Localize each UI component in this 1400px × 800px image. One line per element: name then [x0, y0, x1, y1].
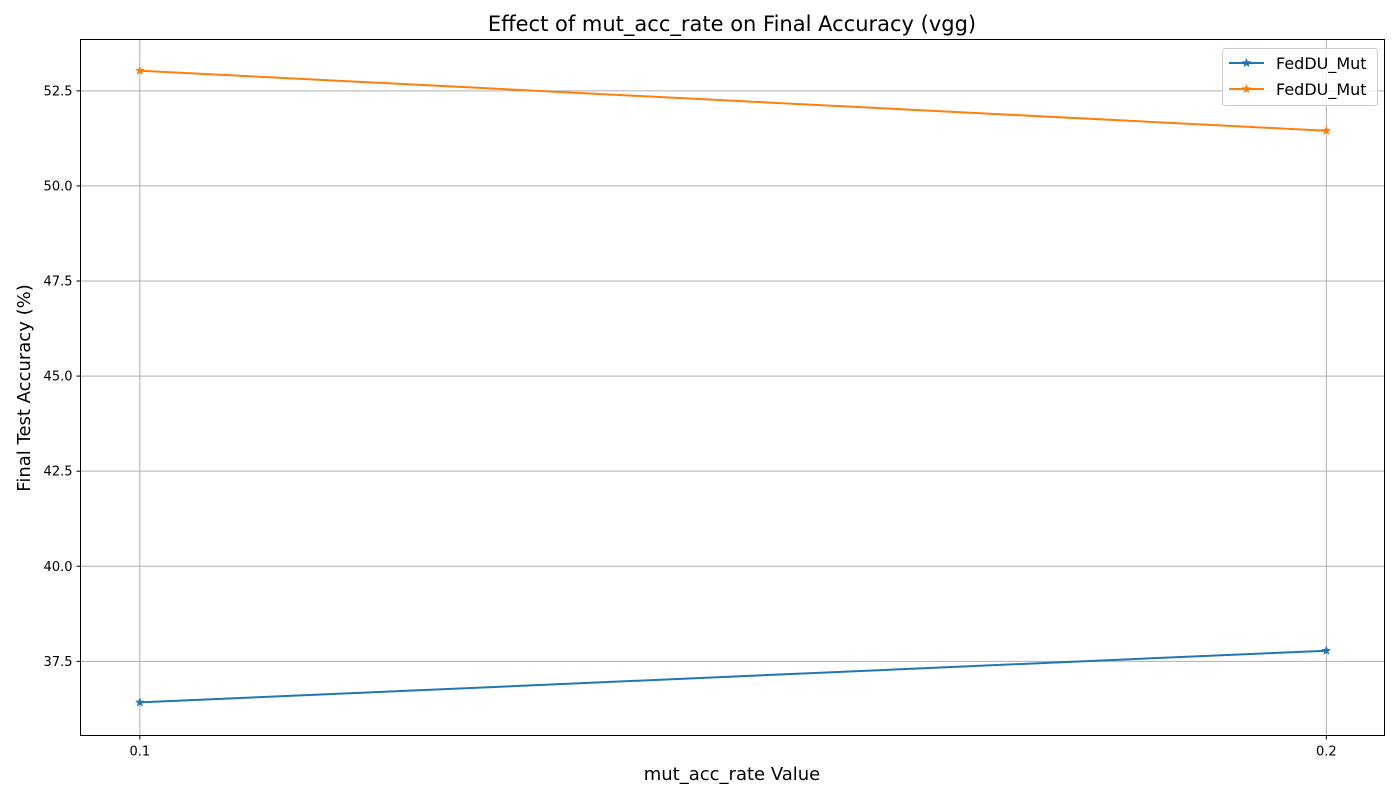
y-tick-label: 45.0 — [44, 370, 73, 385]
y-tick-label: 50.0 — [44, 179, 73, 194]
y-tick-label: 47.5 — [44, 275, 73, 290]
legend-label-2: FedDU_Mut — [1276, 80, 1367, 100]
series-layer — [134, 65, 1332, 707]
legend-entry-1: FedDU_Mut — [1229, 54, 1367, 74]
y-tick-label: 40.0 — [44, 560, 73, 575]
data-point-marker — [134, 697, 145, 707]
y-tick-label: 52.5 — [44, 84, 73, 99]
legend: FedDU_Mut FedDU_Mut — [1222, 48, 1378, 106]
legend-marker-2 — [1241, 83, 1252, 94]
data-point-marker — [1321, 125, 1332, 135]
x-tick-label: 0.1 — [129, 745, 150, 760]
x-axis-label: mut_acc_rate Value — [644, 764, 821, 785]
data-point-marker — [134, 65, 145, 75]
series-line-1 — [139, 649, 1327, 704]
x-tick-label: 0.2 — [1316, 745, 1337, 760]
data-point-marker — [1321, 645, 1332, 655]
series-line-2 — [139, 69, 1327, 132]
y-axis-label: Final Test Accuracy (%) — [14, 284, 35, 491]
y-tick-label: 37.5 — [44, 655, 73, 670]
axis-ticks: 37.5 40.0 42.5 45.0 47.5 50.0 52.5 0.1 0.2 — [44, 84, 1337, 759]
legend-marker-1 — [1241, 57, 1252, 68]
y-tick-label: 42.5 — [44, 465, 73, 480]
legend-entry-2: FedDU_Mut — [1229, 80, 1367, 100]
plot-area-frame — [80, 39, 1385, 736]
chart-title: Effect of mut_acc_rate on Final Accuracy… — [488, 12, 976, 37]
legend-label-1: FedDU_Mut — [1276, 54, 1367, 74]
grid-lines — [80, 39, 1385, 736]
